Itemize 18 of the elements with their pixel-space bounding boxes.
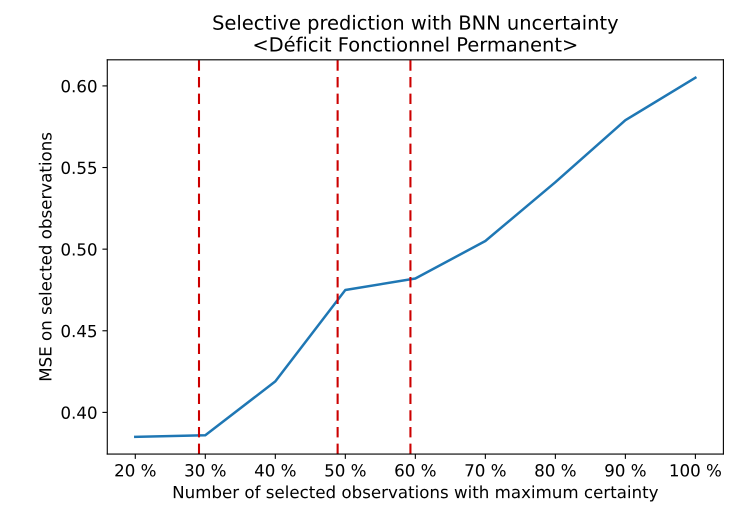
y-tick-label: 0.40 <box>62 406 96 419</box>
x-tick-label: 90 % <box>605 464 646 477</box>
y-tick-label: 0.60 <box>62 80 96 92</box>
y-axis-title: MSE on selected observations <box>38 132 52 380</box>
x-tick-label: 70 % <box>466 464 506 477</box>
y-tick-label: 0.45 <box>62 324 96 338</box>
x-tick-label: 50 % <box>325 464 366 477</box>
y-tick-label: 0.55 <box>62 161 96 174</box>
x-tick-label: 30 % <box>185 464 226 477</box>
x-tick-label: 40 % <box>254 464 296 477</box>
x-tick-label: 60 % <box>395 464 436 477</box>
y-tick-label: 0.50 <box>62 243 96 256</box>
line-series <box>134 76 697 438</box>
x-tick-label: 80 % <box>535 464 576 477</box>
chart-title: Selective prediction with BNN uncertainty <Déficit Fonctionnel Permanent> <box>213 14 618 52</box>
x-tick-label: 20 % <box>115 464 156 477</box>
x-tick-label: 100 % <box>670 464 721 477</box>
x-axis-title: Number of selected observations with maximum certainty <box>174 485 658 502</box>
